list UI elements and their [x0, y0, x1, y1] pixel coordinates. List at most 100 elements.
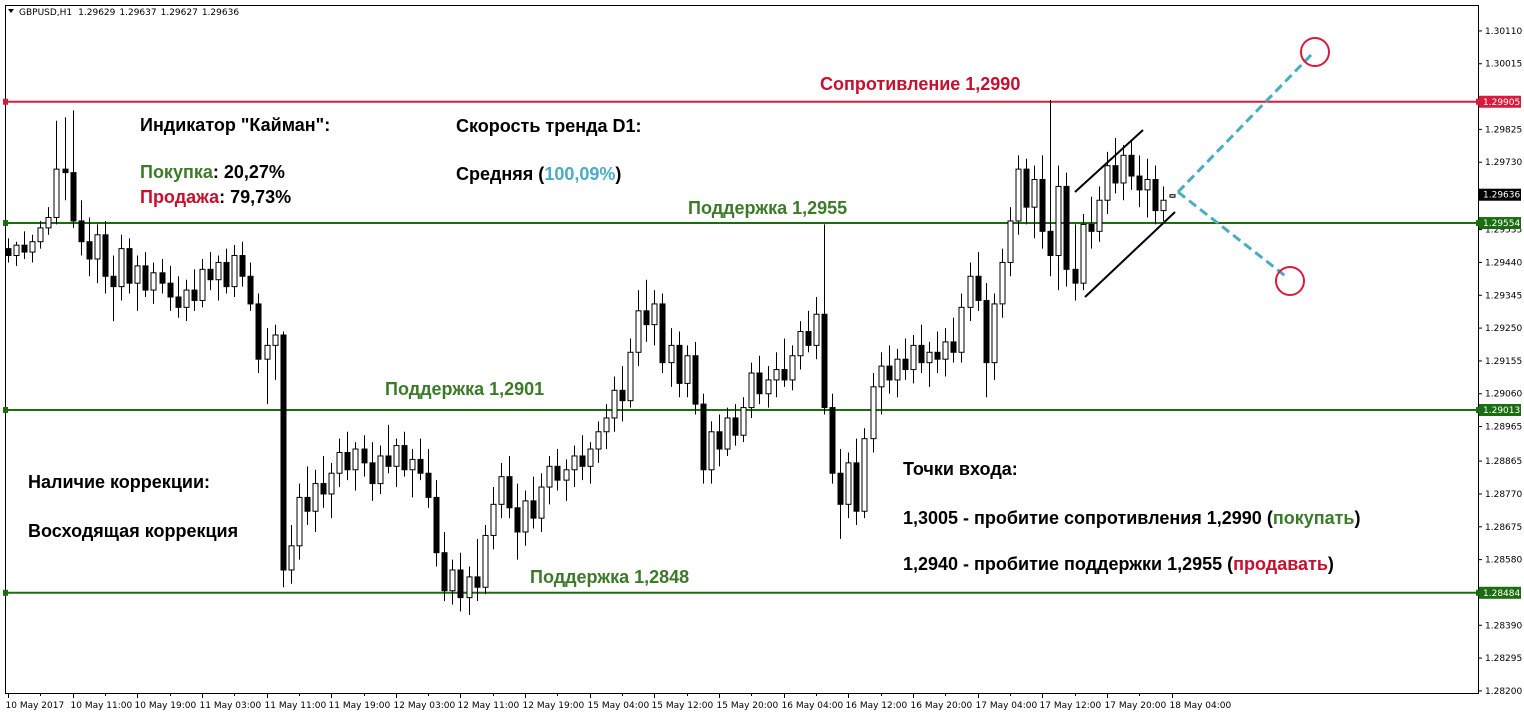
annotation-part: Наличие коррекции: [28, 472, 210, 492]
candle-body [837, 472, 844, 505]
candle-body [78, 220, 85, 243]
y-tick-label: 1.29440 [1485, 258, 1522, 268]
candle-body [474, 576, 481, 588]
annotation: 1,2940 - пробитие поддержки 1,2955 (прод… [903, 554, 1334, 574]
candle-body [433, 496, 440, 554]
annotation: Продажа: 79,73% [140, 187, 291, 207]
annotation-part: Точки входа: [903, 459, 1018, 479]
annotation-part: 1,2940 - пробитие поддержки 1,2955 ( [903, 554, 1233, 574]
candle-body [167, 282, 174, 298]
candle-body [191, 289, 198, 301]
candle-body [1096, 199, 1103, 232]
candle-body [870, 386, 877, 440]
candle-body [886, 365, 893, 381]
candle-body [845, 462, 852, 505]
candle-body [312, 483, 319, 512]
candle-body [1047, 230, 1054, 257]
candle-body [595, 431, 602, 450]
candle-body [280, 334, 287, 571]
candle-body [45, 217, 52, 229]
candle-body [853, 462, 860, 512]
x-tick-label: 12 May 19:00 [523, 701, 585, 711]
target-circle [1275, 266, 1305, 296]
annotation: Средняя (100,09%) [456, 164, 621, 184]
x-tick-label: 16 May 12:00 [846, 701, 908, 711]
candle-body [441, 552, 448, 592]
candle-body [942, 341, 949, 360]
price-marker-label: 1.29636 [1483, 191, 1520, 201]
x-tick-label: 16 May 20:00 [911, 701, 973, 711]
target-circle [1300, 37, 1330, 67]
candle-body [603, 417, 610, 433]
level-anchor [3, 220, 8, 227]
candle-body [110, 275, 117, 288]
candle-body [563, 469, 570, 481]
x-tick-label: 17 May 04:00 [976, 701, 1038, 711]
candle-body [142, 265, 149, 291]
candle-body [926, 351, 933, 364]
annotation-part: : 79,73% [219, 187, 291, 207]
annotation-part: Средняя ( [456, 164, 544, 184]
candle-body [740, 407, 747, 436]
candle-body [756, 372, 763, 395]
candle-body [159, 272, 166, 284]
level-price-label: 1.28484 [1483, 589, 1520, 599]
candle-body [457, 569, 464, 599]
candle-body [829, 407, 836, 474]
candle-body [1063, 185, 1070, 270]
level-price-box [1479, 403, 1521, 416]
x-tick-label: 16 May 04:00 [782, 701, 844, 711]
annotation: Покупка: 20,27% [140, 162, 285, 182]
candle-body [611, 389, 618, 419]
header-value: 1.29637 [119, 8, 156, 18]
candle-body [1104, 165, 1111, 201]
candle-body [328, 472, 335, 495]
candle-body [401, 445, 408, 471]
y-tick-label: 1.29060 [1485, 390, 1522, 400]
header-value: 1.29629 [78, 8, 115, 18]
y-tick-label: 1.28770 [1485, 490, 1522, 500]
candle-body [320, 483, 327, 495]
candle-body [70, 172, 77, 222]
candle-body [29, 241, 36, 253]
y-tick-label: 1.29535 [1485, 226, 1522, 236]
candle-body [587, 448, 594, 467]
menu-arrow[interactable] [8, 9, 14, 13]
y-tick-label: 1.29155 [1485, 357, 1522, 367]
level-anchor [3, 406, 8, 413]
x-tick-label: 11 May 11:00 [265, 701, 327, 711]
annotation-part: Поддержка 1,2848 [530, 567, 689, 587]
candle-body [522, 500, 529, 533]
x-tick-label: 11 May 19:00 [329, 701, 391, 711]
candle-body [1080, 223, 1087, 284]
candle-body [247, 275, 254, 305]
candle-body [765, 379, 772, 395]
drawings [1074, 37, 1330, 298]
candle-body [748, 372, 755, 409]
symbol: GBPUSD,H1 [19, 8, 72, 18]
candle-body [716, 431, 723, 450]
candle-body [255, 303, 262, 360]
candle-body [385, 455, 392, 467]
header-value: 1.29636 [202, 8, 239, 18]
annotation-part: Продажа [140, 187, 220, 207]
candle-body [1120, 154, 1127, 184]
annotation-part: Поддержка 1,2955 [688, 198, 847, 218]
candle-body [5, 248, 12, 257]
candle-body [530, 500, 537, 519]
y-tick-label: 1.28580 [1485, 556, 1522, 566]
level-anchor [1476, 98, 1481, 105]
candle-body [797, 331, 804, 357]
annotation: Индикатор "Кайман": [140, 115, 330, 135]
annotation: Поддержка 1,2955 [688, 198, 847, 218]
candle-body [1015, 168, 1022, 222]
candle-body [918, 344, 925, 364]
x-tick-label: 17 May 12:00 [1040, 701, 1102, 711]
channel-line [1084, 211, 1176, 298]
candle-body [861, 438, 868, 512]
candle-body [1072, 268, 1079, 284]
candle-body [1136, 175, 1143, 191]
annotation: Поддержка 1,2901 [385, 379, 544, 399]
